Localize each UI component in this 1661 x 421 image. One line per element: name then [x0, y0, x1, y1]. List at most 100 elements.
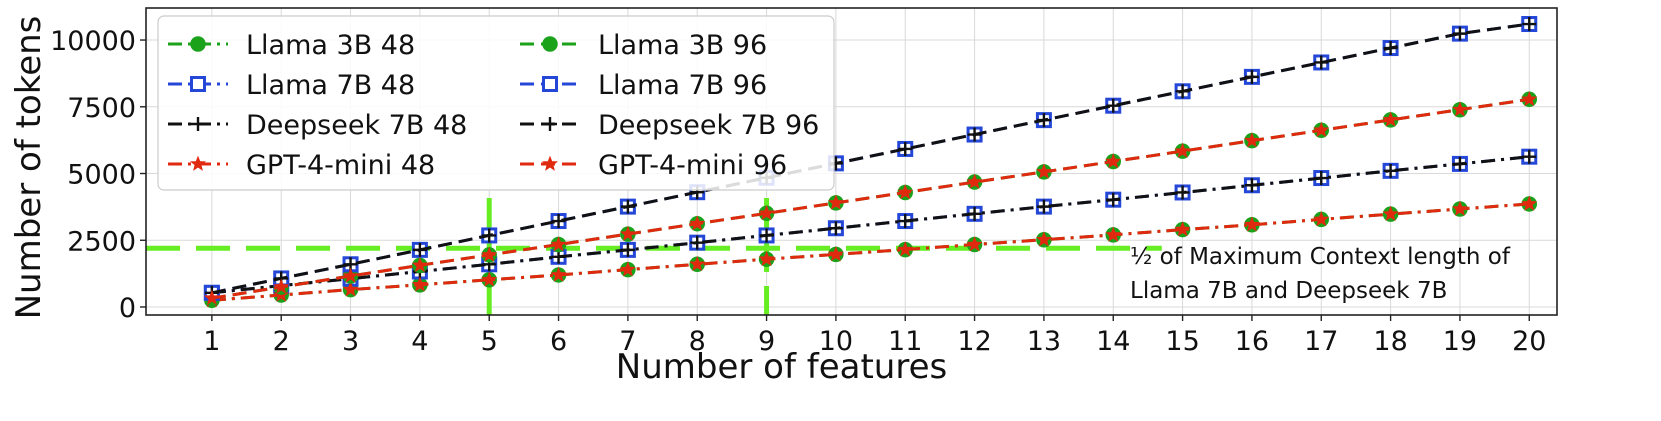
y-tick-label: 5000	[67, 160, 136, 191]
data-point-marker	[620, 242, 635, 257]
data-point-marker	[1521, 195, 1538, 211]
data-point-marker	[897, 184, 914, 200]
series-deepseek-7b-96	[204, 17, 1537, 300]
data-point-marker	[1243, 216, 1260, 232]
legend-label: Deepseek 7B 96	[598, 110, 819, 141]
data-point-marker	[689, 215, 706, 231]
data-point-marker	[482, 228, 497, 243]
x-tick-label: 16	[1235, 326, 1269, 357]
annotation-line: Llama 7B and Deepseek 7B	[1130, 278, 1447, 304]
x-tick-label: 14	[1096, 326, 1130, 357]
data-point-marker	[1244, 69, 1259, 84]
axis-layer: 1 2 3 4 5 6 7 8 9 10 11 12 13 14 15 16 17 18 19 20025005000…	[9, 16, 1546, 387]
data-point-marker	[1105, 153, 1122, 169]
data-point-marker	[1243, 132, 1260, 148]
x-tick-label: 15	[1165, 326, 1199, 357]
annotation: ½ of Maximum Context length of Llama 7B a…	[1130, 244, 1511, 304]
legend-marker	[191, 117, 205, 131]
y-tick-label: 7500	[67, 93, 136, 124]
data-point-marker	[898, 214, 913, 229]
series-layer	[203, 16, 1538, 309]
data-point-marker	[1451, 101, 1468, 117]
y-tick-label: 0	[119, 293, 136, 324]
legend-marker	[190, 36, 206, 52]
data-point-marker	[411, 256, 428, 273]
series-line	[211, 22, 1530, 295]
legend-item: Llama 7B 48	[168, 70, 415, 101]
legend-marker	[189, 155, 207, 171]
data-point-marker	[966, 236, 983, 252]
data-point-marker	[551, 214, 566, 229]
legend-label: Llama 3B 48	[246, 30, 415, 61]
data-point-marker	[1036, 113, 1051, 128]
series-gpt-4-mini-48	[203, 195, 1538, 308]
data-point-marker	[1522, 149, 1537, 164]
data-point-marker	[1106, 98, 1121, 113]
legend-marker	[541, 155, 559, 171]
data-point-marker	[1522, 17, 1537, 32]
data-point-marker	[1314, 55, 1329, 70]
y-tick-label: 10000	[50, 26, 136, 57]
data-point-marker	[897, 241, 914, 257]
data-point-marker	[1383, 163, 1398, 178]
data-point-marker	[481, 246, 498, 262]
data-point-marker	[1314, 171, 1329, 186]
legend-item: Deepseek 7B 96	[520, 110, 819, 141]
data-point-marker	[550, 236, 567, 252]
data-point-marker	[481, 271, 498, 287]
legend-item: Llama 3B 48	[168, 30, 415, 61]
data-point-marker	[758, 250, 775, 267]
legend-item: GPT-4-mini 96	[520, 150, 787, 181]
data-point-marker	[273, 278, 290, 294]
legend-label: GPT-4-mini 48	[246, 150, 435, 181]
legend-label: GPT-4-mini 96	[598, 150, 787, 181]
data-point-marker	[1106, 192, 1121, 207]
data-point-marker	[1382, 205, 1399, 221]
x-tick-label: 5	[481, 326, 498, 357]
data-point-marker	[1174, 142, 1191, 158]
legend-marker	[543, 117, 557, 131]
y-tick-label: 2500	[67, 226, 136, 257]
x-tick-label: 17	[1304, 326, 1338, 357]
x-tick-label: 7	[619, 326, 636, 357]
data-point-marker	[1105, 226, 1122, 242]
data-point-marker	[1035, 163, 1052, 179]
x-tick-label: 20	[1512, 326, 1546, 357]
data-point-marker	[967, 127, 982, 142]
x-tick-label: 8	[689, 326, 706, 357]
x-tick-label: 1	[203, 326, 220, 357]
data-point-marker	[342, 281, 359, 297]
legend: Llama 3B 48 Llama 7B 48 Deepseek 7B 48 GPT-…	[157, 15, 835, 191]
x-tick-label: 4	[411, 326, 428, 357]
series-deepseek-7b-48	[204, 149, 1537, 300]
x-tick-label: 3	[342, 326, 359, 357]
legend-label: Llama 7B 48	[246, 70, 415, 101]
data-point-marker	[967, 206, 982, 221]
series-line	[211, 155, 1530, 295]
legend-marker	[190, 76, 206, 92]
legend-box	[157, 15, 835, 191]
data-point-marker	[1313, 121, 1330, 138]
data-point-marker	[619, 261, 636, 277]
x-tick-label: 6	[550, 326, 567, 357]
data-point-marker	[758, 204, 775, 221]
series-line	[211, 202, 1530, 302]
data-point-marker	[1175, 185, 1190, 200]
plot-frame	[145, 7, 1558, 316]
data-point-marker	[1521, 90, 1538, 107]
data-point-marker	[827, 194, 844, 210]
data-point-marker	[342, 267, 359, 283]
data-point-marker	[412, 242, 427, 257]
series-gpt-4-mini-96	[203, 90, 1538, 305]
x-tick-label: 13	[1027, 326, 1061, 357]
x-tick-label: 2	[273, 326, 290, 357]
data-point-marker	[550, 266, 567, 282]
data-point-marker	[1244, 178, 1259, 193]
legend-item: Deepseek 7B 48	[168, 110, 467, 141]
legend-marker	[542, 76, 558, 92]
data-point-marker	[1313, 210, 1330, 227]
x-tick-label: 10	[819, 326, 853, 357]
data-point-marker	[1452, 156, 1467, 171]
